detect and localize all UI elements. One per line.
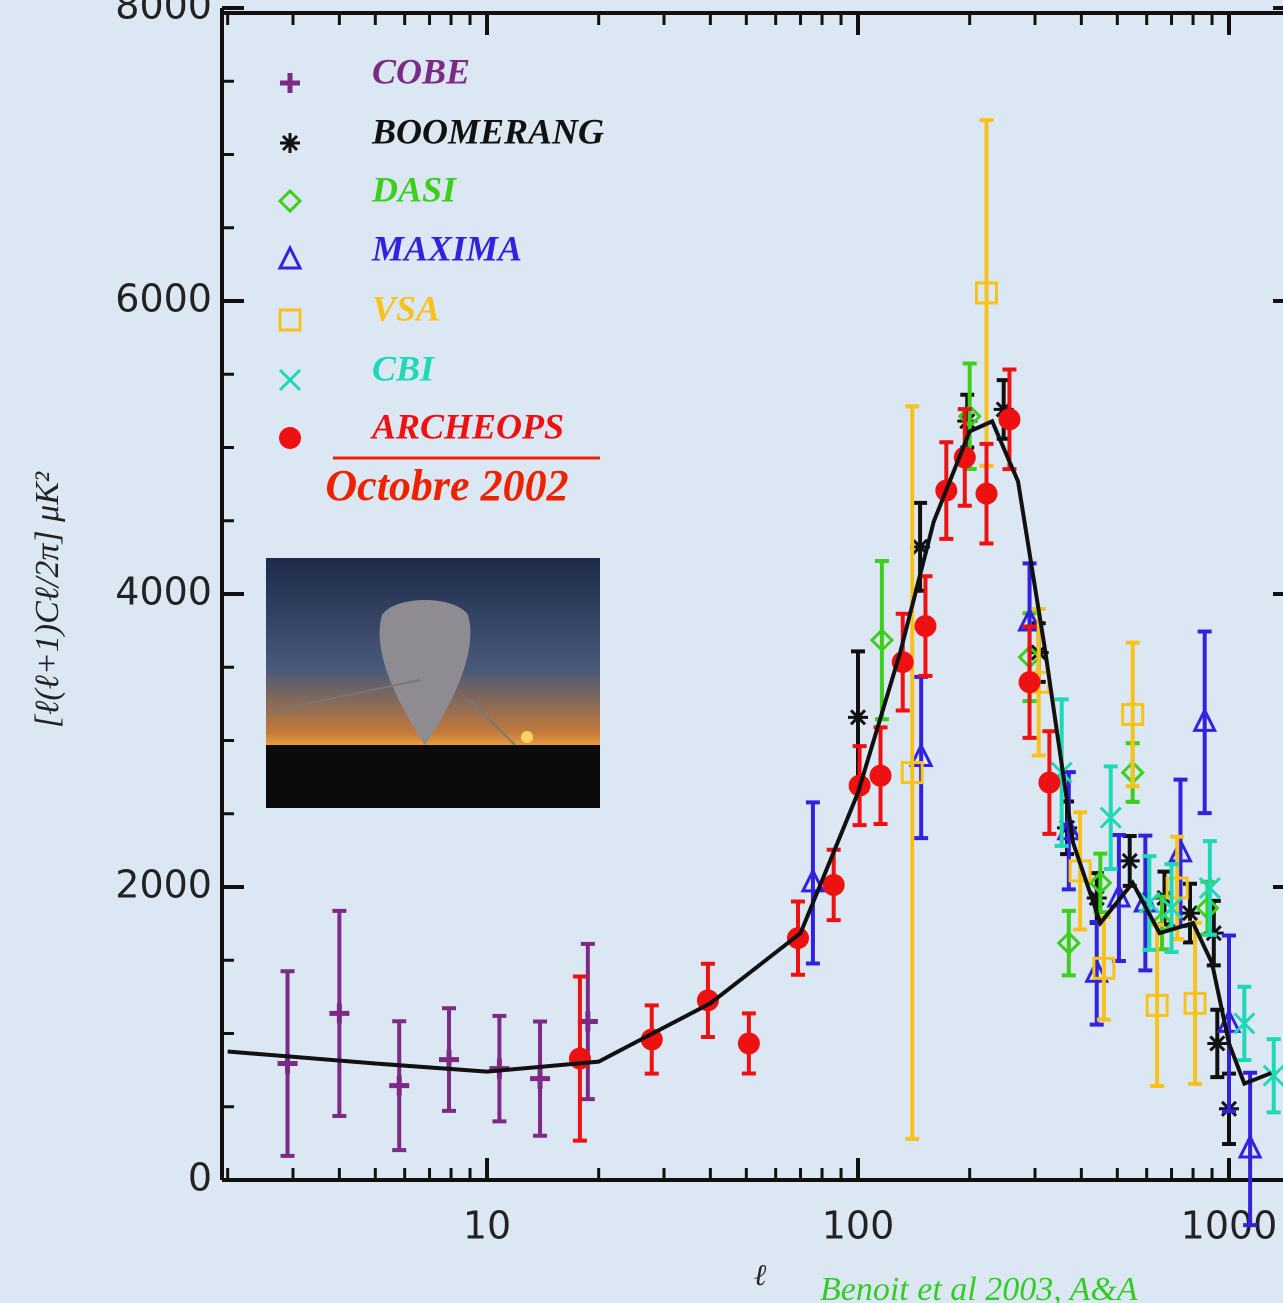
legend-marker — [279, 427, 301, 449]
point — [1233, 1012, 1256, 1035]
y-tick-label: 0 — [188, 1156, 212, 1200]
y-tick-label: 6000 — [115, 277, 212, 321]
point — [1099, 806, 1122, 829]
annotation: Octobre 2002 — [325, 461, 568, 510]
legend-label: ARCHEOPS — [370, 406, 564, 446]
point — [914, 615, 937, 638]
point — [1018, 671, 1041, 694]
point — [1165, 876, 1189, 900]
y-tick-label: 8000 — [115, 0, 212, 28]
point — [869, 628, 895, 653]
legend-marker — [280, 133, 300, 153]
point — [910, 536, 931, 557]
point — [1192, 706, 1218, 732]
legend-label: VSA — [372, 288, 440, 328]
error-bar — [1061, 908, 1076, 978]
legend-marker — [277, 188, 303, 214]
point — [822, 873, 845, 896]
point — [640, 1028, 663, 1051]
point — [975, 482, 998, 505]
x-tick-label: 10 — [463, 1204, 511, 1248]
point — [1056, 815, 1082, 841]
point — [1195, 895, 1220, 921]
point — [993, 399, 1014, 420]
error-bar — [905, 404, 920, 1141]
legend-marker — [280, 73, 300, 93]
point — [568, 1047, 591, 1070]
legend-label: COBE — [372, 51, 470, 91]
point — [530, 1068, 551, 1089]
point — [1056, 930, 1081, 956]
point — [1088, 870, 1113, 896]
legend-marker — [278, 308, 302, 332]
point — [1198, 876, 1221, 900]
error-bar — [805, 800, 820, 966]
point — [800, 867, 826, 893]
point — [1183, 991, 1207, 1015]
y-tick-label: 4000 — [115, 570, 212, 614]
point — [1086, 887, 1107, 908]
point — [900, 761, 924, 785]
legend-marker — [277, 244, 303, 270]
point — [737, 1032, 760, 1055]
x-axis-label: ℓ — [754, 1259, 767, 1292]
point — [1262, 1064, 1283, 1087]
point — [1145, 993, 1169, 1017]
legend-marker — [278, 368, 302, 392]
point — [329, 1003, 350, 1024]
point — [1180, 903, 1200, 924]
point — [1160, 897, 1183, 920]
point — [1121, 702, 1145, 726]
point — [848, 707, 868, 728]
point — [1092, 956, 1116, 980]
legend-label: BOOMERANG — [371, 111, 604, 151]
point — [1237, 1133, 1263, 1159]
error-bar — [1243, 1070, 1258, 1228]
point — [1207, 1033, 1228, 1054]
point — [998, 408, 1021, 431]
legend-label: MAXIMA — [371, 228, 522, 268]
x-tick-label: 100 — [822, 1204, 895, 1248]
error-bar — [1222, 933, 1236, 1114]
point — [957, 411, 978, 432]
point — [974, 281, 998, 305]
balloon-photo — [266, 558, 600, 808]
y-tick-label: 2000 — [115, 863, 212, 907]
error-bar — [1197, 629, 1212, 816]
legend-label: CBI — [372, 348, 436, 388]
point — [1084, 957, 1110, 983]
y-axis-label: [ℓ(ℓ+1)Cℓ/2π] μK² — [29, 471, 66, 728]
point — [1138, 891, 1161, 915]
legend-label: DASI — [371, 169, 458, 209]
theory-curve — [227, 418, 1272, 1087]
error-bar — [1125, 640, 1140, 789]
point — [786, 927, 809, 950]
error-bar — [1073, 810, 1088, 932]
point — [1119, 850, 1140, 871]
point — [953, 446, 976, 469]
x-tick-label: 1000 — [1181, 1204, 1278, 1248]
point — [389, 1075, 410, 1096]
point — [869, 764, 892, 787]
point — [1038, 771, 1061, 794]
point — [439, 1049, 460, 1070]
citation: Benoit et al 2003, A&A — [820, 1271, 1138, 1303]
